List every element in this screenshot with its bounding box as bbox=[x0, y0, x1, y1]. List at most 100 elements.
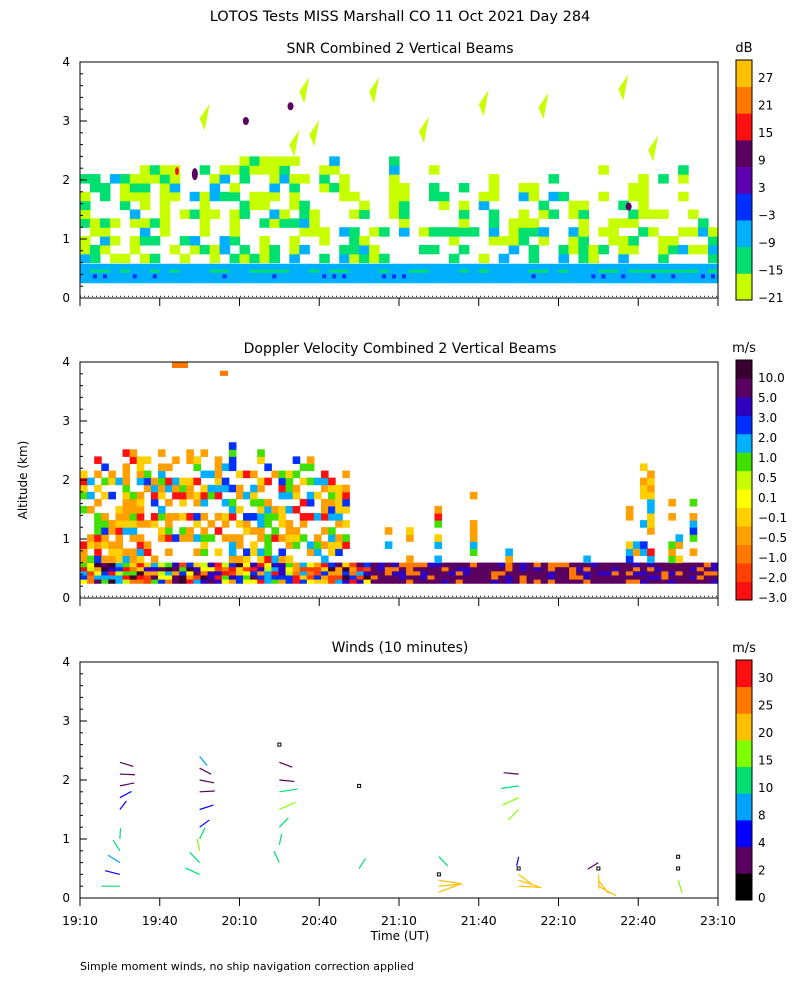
snr-cell bbox=[711, 274, 716, 279]
doppler-cell bbox=[469, 579, 478, 584]
colorbar-segment bbox=[736, 507, 752, 527]
colorbar-frame bbox=[735, 659, 753, 901]
snr-cell bbox=[658, 174, 669, 184]
snr-cell bbox=[488, 263, 500, 284]
doppler-cell bbox=[250, 513, 258, 521]
doppler-cell bbox=[618, 570, 627, 576]
snr-cell bbox=[309, 269, 320, 273]
snr-cell bbox=[621, 274, 626, 279]
doppler-cell bbox=[675, 566, 684, 572]
doppler-cell bbox=[136, 463, 145, 472]
snr-cell bbox=[399, 209, 410, 219]
doppler-cell bbox=[406, 574, 414, 580]
doppler-cell bbox=[661, 566, 669, 572]
doppler-cell bbox=[87, 562, 95, 568]
wind-barb bbox=[107, 854, 121, 864]
snr-cell bbox=[129, 182, 141, 193]
doppler-cell bbox=[172, 566, 180, 572]
doppler-cell bbox=[590, 562, 598, 568]
snr-colorbar: dB 27 21 15 9 3 −3 −9 −15 −21 bbox=[735, 41, 783, 305]
doppler-cell bbox=[342, 574, 350, 580]
doppler-cell bbox=[328, 579, 336, 584]
doppler-cell bbox=[321, 579, 329, 584]
wind-barb bbox=[279, 779, 295, 783]
doppler-cell bbox=[703, 566, 712, 572]
doppler-cell bbox=[264, 574, 272, 580]
doppler-cell bbox=[94, 566, 102, 572]
snr-cell bbox=[428, 263, 440, 284]
doppler-cell bbox=[292, 505, 301, 514]
snr-cell bbox=[518, 236, 530, 246]
doppler-cell bbox=[384, 562, 393, 568]
doppler-cell bbox=[200, 548, 209, 557]
doppler-cell bbox=[292, 534, 301, 542]
doppler-cell bbox=[136, 555, 145, 564]
doppler-cell bbox=[498, 566, 506, 572]
colorbar-label: 0.1 bbox=[758, 491, 777, 505]
snr-cell bbox=[179, 263, 191, 284]
doppler-cell bbox=[221, 484, 230, 493]
doppler-cell bbox=[689, 579, 698, 584]
doppler-cell bbox=[306, 491, 315, 500]
doppler-cell bbox=[342, 491, 350, 500]
snr-cell bbox=[239, 174, 251, 184]
snr-cell bbox=[389, 191, 400, 202]
doppler-cell bbox=[462, 562, 471, 568]
doppler-cell bbox=[136, 498, 145, 507]
doppler-cell bbox=[540, 562, 549, 568]
snr-cell bbox=[269, 253, 280, 264]
doppler-cell bbox=[264, 555, 272, 564]
snr-cell bbox=[229, 236, 241, 246]
snr-cell bbox=[129, 218, 141, 228]
doppler-cell bbox=[399, 570, 407, 576]
doppler-cell bbox=[604, 566, 613, 572]
snr-cell bbox=[598, 165, 609, 175]
snr-cell bbox=[339, 263, 350, 284]
snr-cell bbox=[189, 209, 201, 219]
snr-cell bbox=[199, 191, 211, 202]
snr-panel: SNR Combined 2 Vertical Beams 0 1 2 3 4 dB 27… bbox=[62, 41, 783, 306]
doppler-cell bbox=[292, 527, 301, 535]
wind-barb bbox=[199, 790, 215, 793]
doppler-cell bbox=[228, 505, 237, 514]
doppler-cell bbox=[285, 470, 294, 479]
doppler-cell bbox=[115, 562, 124, 568]
snr-cell bbox=[528, 263, 540, 284]
snr-cell bbox=[349, 253, 360, 264]
colorbar-segment bbox=[736, 793, 752, 821]
doppler-cell bbox=[257, 456, 265, 464]
doppler-cell bbox=[136, 570, 145, 576]
doppler-cell bbox=[200, 491, 209, 500]
doppler-cell bbox=[193, 574, 202, 580]
snr-cell bbox=[279, 263, 290, 284]
doppler-cell bbox=[434, 505, 443, 514]
doppler-cell bbox=[150, 570, 159, 576]
doppler-cell bbox=[547, 574, 556, 580]
doppler-cell bbox=[434, 562, 443, 568]
doppler-cell bbox=[80, 548, 88, 557]
colorbar-segment bbox=[736, 396, 752, 416]
doppler-cell bbox=[505, 579, 513, 584]
doppler-cell bbox=[157, 491, 166, 500]
doppler-cell bbox=[136, 520, 145, 528]
snr-cell bbox=[668, 236, 679, 246]
doppler-cell bbox=[647, 470, 655, 479]
doppler-cell bbox=[179, 574, 187, 580]
doppler-cell bbox=[172, 477, 180, 486]
snr-cell bbox=[418, 227, 430, 237]
snr-cell bbox=[175, 167, 179, 176]
doppler-cell bbox=[583, 570, 591, 576]
snr-cell bbox=[508, 227, 520, 237]
doppler-cell bbox=[384, 570, 393, 576]
doppler-cell bbox=[413, 566, 421, 572]
doppler-cell bbox=[228, 498, 237, 507]
doppler-cell bbox=[129, 548, 138, 557]
colorbar-segment bbox=[736, 166, 752, 194]
snr-cell bbox=[249, 191, 261, 202]
snr-cell bbox=[628, 218, 639, 228]
snr-cell bbox=[488, 209, 500, 219]
doppler-cell bbox=[143, 574, 152, 580]
doppler-cell bbox=[94, 548, 102, 557]
doppler-cell bbox=[391, 562, 400, 568]
doppler-axes: 0 1 2 3 4 bbox=[62, 355, 719, 606]
